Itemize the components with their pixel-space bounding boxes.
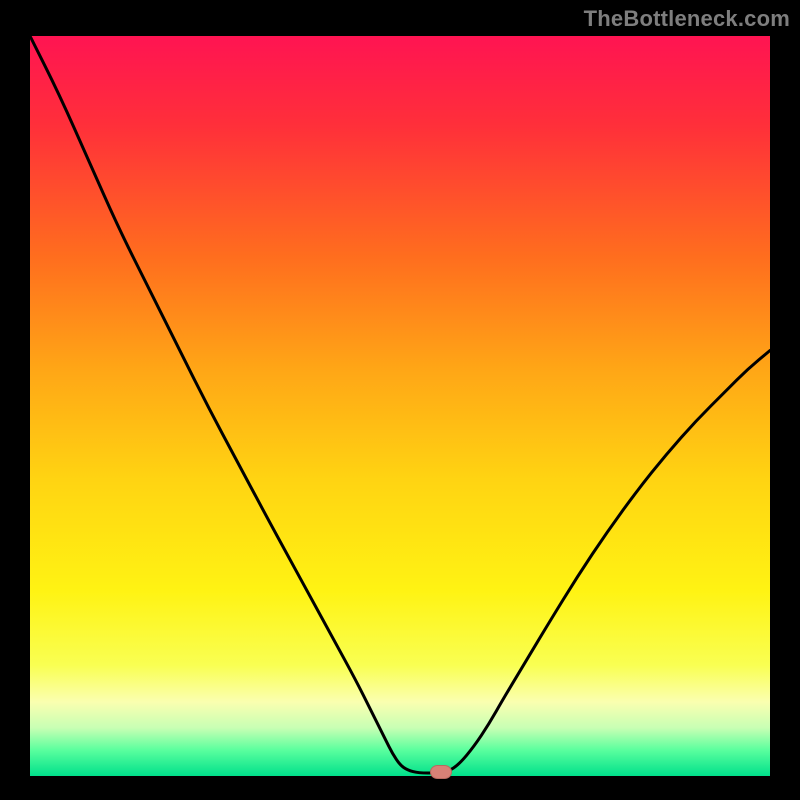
- watermark: TheBottleneck.com: [584, 6, 790, 32]
- optimum-marker: [430, 765, 452, 779]
- bottleneck-curve: [30, 36, 770, 776]
- curve-path: [30, 36, 770, 773]
- optimum-marker-pill: [430, 766, 451, 779]
- plot-area: [30, 36, 770, 776]
